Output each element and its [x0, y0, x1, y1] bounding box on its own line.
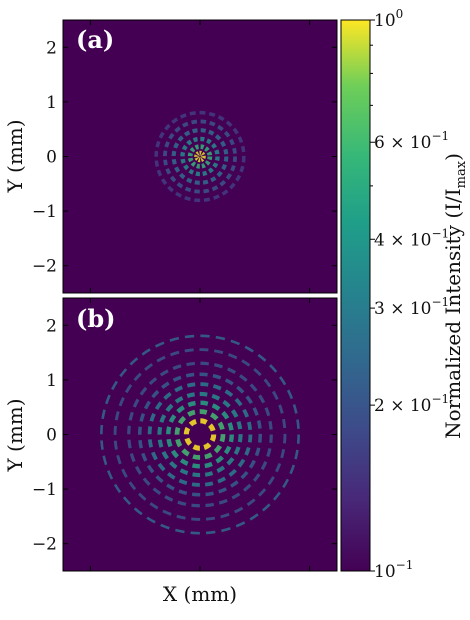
y-tick-label: −2 [32, 257, 57, 277]
intensity-ring [163, 119, 237, 194]
y-tick-label: 0 [46, 426, 57, 446]
y-tick-label: 2 [46, 316, 57, 336]
colorbar-tick-label: 6 × 10−1 [374, 129, 449, 153]
panel-a-y-axis-title: Y (mm) [3, 119, 27, 193]
intensity-ring [154, 110, 246, 203]
x-axis-title: X (mm) [163, 582, 237, 606]
y-tick-label: −1 [32, 480, 57, 500]
intensity-ring [113, 348, 287, 521]
colorbar-tick-label: 100 [374, 7, 403, 31]
y-tick-label: 2 [46, 38, 57, 58]
panel-a-y-axis: 2 1 0 −1 −2 [32, 20, 337, 293]
colorbar-ticks: 100 6 × 10−1 4 × 10−1 3 × 10−1 2 × 10−1 10−1 [370, 7, 449, 582]
panel-b: (b) 2 1 0 −1 −2 Y (mm) [3, 297, 338, 572]
colorbar-gradient [341, 20, 370, 571]
panel-a-background [63, 20, 337, 293]
panel-b-label: (b) [76, 304, 116, 333]
panel-b-y-axis: 2 1 0 −1 −2 [32, 298, 337, 571]
y-tick-label: 0 [46, 148, 57, 168]
panel-a-pattern [154, 110, 246, 203]
colorbar-title: Normalized Intensity (I/Imax) [441, 153, 469, 439]
panel-b-y-axis-title: Y (mm) [3, 398, 27, 472]
panel-b-background [63, 298, 337, 571]
panel-a-label: (a) [76, 25, 114, 54]
y-tick-label: −2 [32, 535, 57, 555]
colorbar-tick-label: 2 × 10−1 [374, 392, 449, 416]
intensity-ring [187, 144, 213, 169]
panel-a: (a) 2 1 0 −1 −2 Y (mm) [3, 19, 338, 294]
intensity-ring [157, 391, 243, 478]
panel-b-pattern [100, 334, 300, 535]
intensity-ring [174, 409, 226, 460]
y-tick-label: 1 [46, 93, 57, 113]
y-tick-label: 1 [46, 371, 57, 391]
intensity-ring [137, 372, 263, 497]
colorbar-tick-label: 3 × 10−1 [374, 295, 449, 319]
colorbar-tick-label: 4 × 10−1 [374, 226, 449, 250]
colorbar-tick-label: 10−1 [374, 558, 413, 582]
intensity-ring [100, 334, 300, 535]
intensity-ring [166, 400, 234, 469]
intensity-ring [127, 361, 273, 508]
intensity-ring [147, 382, 253, 487]
y-tick-label: −1 [32, 202, 57, 222]
intensity-ring [183, 418, 217, 451]
intensity-ring [180, 136, 220, 177]
intensity-ring [171, 128, 229, 185]
colorbar-frame [340, 19, 371, 572]
intensity-ring [194, 150, 206, 163]
